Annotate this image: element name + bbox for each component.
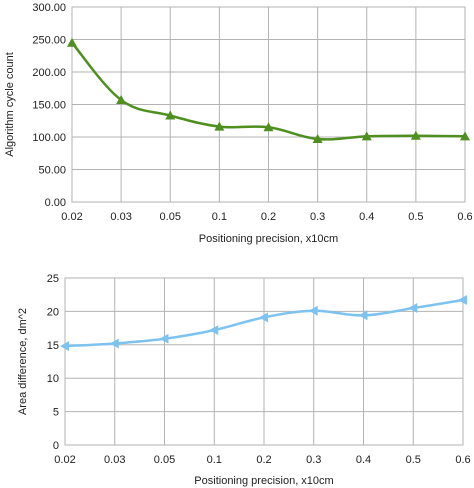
data-point-7 (410, 130, 421, 140)
y-tick-label: 150.00 (32, 100, 66, 112)
x-axis-label: Positioning precision, x10cm (194, 475, 333, 487)
y-tick-label: 200.00 (32, 67, 66, 79)
x-tick-label: 0.1 (207, 454, 222, 466)
y-tick-labels: 0 5 10 15 20 25 (47, 273, 59, 452)
data-point-8 (458, 295, 467, 306)
plot-frame (71, 6, 466, 203)
y-axis-label: Algorithm cycle count (4, 52, 16, 157)
x-tick-label: 0.6 (457, 211, 472, 223)
cycle-count-chart: 0.0050.00100.00150.00200.00250.00300.000… (4, 2, 473, 245)
data-point-1 (109, 338, 119, 349)
x-tick-label: 0.5 (406, 454, 421, 466)
data-point-0 (60, 341, 69, 352)
gridlines (64, 277, 464, 446)
x-tick-label: 0.5 (408, 211, 423, 223)
x-tick-label: 0.02 (61, 211, 82, 223)
y-tick-label: 20 (47, 306, 59, 318)
data-point-7 (408, 303, 418, 314)
y-tick-label: 250.00 (32, 35, 66, 47)
x-tick-label: 0.02 (54, 454, 75, 466)
data-point-3 (214, 121, 225, 131)
data-point-2 (159, 333, 169, 344)
x-tick-label: 0.03 (104, 454, 125, 466)
data-point-2 (165, 110, 176, 120)
x-tick-label: 0.3 (310, 211, 325, 223)
x-tick-label: 0.05 (154, 454, 175, 466)
x-tick-labels: 0.02 0.03 0.05 0.1 0.2 0.3 0.4 0.5 0.6 (54, 454, 470, 466)
data-point-1 (116, 94, 127, 104)
x-tick-label: 0.4 (356, 454, 371, 466)
x-tick-label: 0.05 (160, 211, 181, 223)
data-point-4 (259, 312, 268, 323)
data-point-4 (263, 122, 274, 132)
y-tick-label: 0.00 (45, 197, 66, 209)
data-point-3 (209, 325, 219, 336)
series-0 (67, 37, 470, 143)
y-tick-label: 15 (47, 340, 59, 352)
y-tick-label: 50.00 (38, 165, 66, 177)
x-tick-label: 0.4 (359, 211, 374, 223)
x-tick-label: 0.2 (256, 454, 271, 466)
x-tick-labels: 0.02 0.03 0.05 0.1 0.2 0.3 0.4 0.5 0.6 (61, 211, 472, 223)
series-0 (60, 295, 467, 352)
data-point-0 (67, 37, 77, 47)
plot-frame (64, 277, 464, 446)
x-axis-label: Positioning precision, x10cm (199, 233, 338, 245)
y-tick-labels: 0.00 50.00 100.00 150.00 200.00 250.00 300.00 (32, 2, 66, 209)
y-tick-label: 25 (47, 273, 59, 285)
y-tick-label: 0 (53, 440, 59, 452)
data-point-6 (358, 310, 368, 321)
data-point-6 (361, 131, 372, 141)
x-tick-label: 0.6 (455, 454, 470, 466)
x-tick-label: 0.2 (261, 211, 276, 223)
y-tick-label: 10 (47, 373, 59, 385)
y-axis-label: Area difference, dm^2 (17, 308, 29, 415)
y-tick-label: 5 (53, 407, 59, 419)
data-point-8 (460, 131, 470, 141)
data-point-5 (312, 133, 323, 143)
y-tick-label: 300.00 (32, 2, 66, 14)
gridlines (71, 6, 466, 203)
data-point-5 (308, 305, 318, 316)
x-tick-label: 0.03 (110, 211, 131, 223)
y-tick-label: 100.00 (32, 132, 66, 144)
x-tick-label: 0.3 (306, 454, 321, 466)
x-tick-label: 0.1 (212, 211, 227, 223)
area-difference-chart: 0 5 10 15 20 25 0.02 0.03 0.05 0.1 0.2 0.3 0.4 0.5 0.6… (17, 273, 471, 487)
